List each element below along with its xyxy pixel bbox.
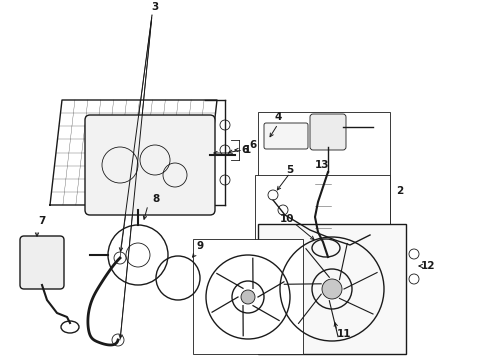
FancyBboxPatch shape [85, 115, 215, 215]
Text: 6: 6 [242, 145, 248, 155]
Text: 4: 4 [274, 112, 282, 122]
FancyBboxPatch shape [264, 123, 308, 149]
Text: 2: 2 [396, 186, 404, 196]
Text: 10: 10 [280, 214, 294, 224]
Bar [255, 175, 390, 280]
Circle shape [322, 279, 342, 299]
Text: 6: 6 [249, 140, 257, 150]
Bar [258, 112, 390, 270]
Text: 13: 13 [315, 160, 329, 170]
FancyBboxPatch shape [20, 236, 64, 289]
Text: 8: 8 [152, 194, 160, 204]
Text: 3: 3 [151, 2, 159, 12]
Text: 5: 5 [286, 165, 294, 175]
FancyBboxPatch shape [310, 114, 346, 150]
Text: 1: 1 [244, 145, 250, 155]
Text: 12: 12 [421, 261, 435, 271]
Bar [193, 239, 303, 354]
Circle shape [241, 290, 255, 304]
Bar [258, 224, 406, 354]
Text: 11: 11 [337, 329, 351, 339]
Text: 9: 9 [196, 241, 203, 251]
Text: 7: 7 [38, 216, 46, 226]
